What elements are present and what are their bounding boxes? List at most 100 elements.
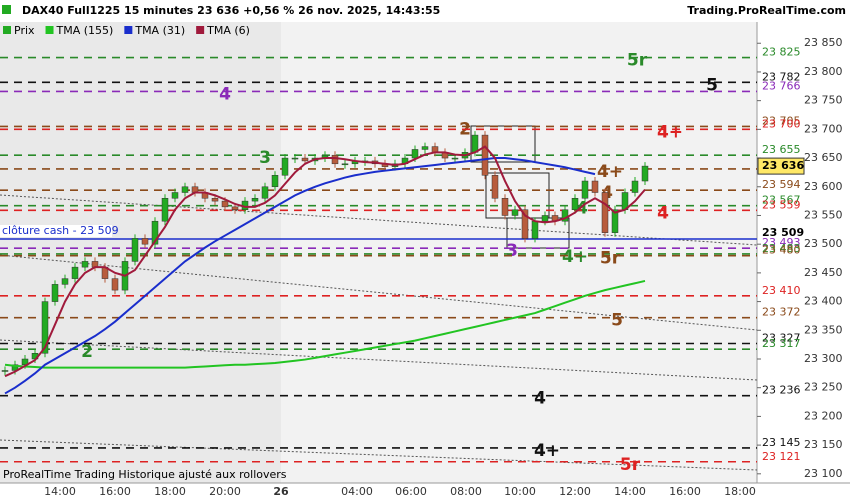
level-tag: 5r — [620, 455, 641, 475]
level-label: 23 655 — [762, 143, 801, 156]
level-label: 23 567 — [762, 194, 801, 207]
level-tag: 4 — [534, 389, 546, 409]
candle — [151, 220, 159, 245]
candle — [591, 180, 599, 193]
x-tick-label: 26 — [273, 485, 289, 498]
y-tick-label: 23 550 — [804, 208, 843, 221]
level-tag: 5r — [600, 249, 621, 269]
candle — [411, 149, 419, 159]
previous-session — [0, 22, 281, 483]
candle — [71, 266, 79, 279]
candle — [211, 197, 219, 202]
trendline — [0, 194, 758, 246]
x-tick-label: 16:00 — [99, 485, 131, 498]
y-tick-label: 23 350 — [804, 323, 843, 336]
footer: ProRealTime Trading Historique ajusté au… — [3, 468, 287, 481]
candle — [291, 157, 299, 160]
legend-swatch — [124, 26, 133, 34]
candle — [631, 180, 639, 193]
candle — [141, 238, 149, 245]
level-label: 23 327 — [762, 331, 801, 344]
cash-label-bg — [0, 225, 112, 238]
candle — [131, 238, 139, 262]
source: Trading.ProRealTime.com — [687, 4, 846, 17]
legend-swatch — [3, 26, 11, 34]
candle — [471, 134, 479, 153]
level-label: 23 559 — [762, 198, 801, 211]
x-tick-label: 10:00 — [504, 485, 536, 498]
legend-swatch — [45, 26, 54, 34]
ma-line — [4, 145, 646, 378]
candle — [521, 209, 529, 239]
legend-label: Prix — [14, 24, 35, 37]
legend-label: TMA (6) — [206, 24, 250, 37]
candle — [231, 206, 239, 210]
legend-label: TMA (31) — [134, 24, 185, 37]
candle — [281, 157, 289, 176]
last-price-box — [757, 157, 805, 175]
candle — [331, 154, 339, 165]
candle — [271, 175, 279, 188]
y-tick-label: 23 200 — [804, 409, 843, 422]
level-tag: 4+ — [534, 441, 560, 461]
candle — [41, 301, 49, 354]
ma-line — [4, 157, 596, 395]
level-label: 23 480 — [762, 244, 801, 257]
candle — [61, 278, 69, 285]
cash-close-text: clôture cash - 23 509 — [2, 224, 119, 237]
x-tick-label: 14:00 — [44, 485, 76, 498]
y-tick-label: 23 650 — [804, 151, 843, 164]
level-tag: 4+ — [597, 162, 623, 182]
level-tag: 4 — [657, 203, 669, 223]
level-tag: 4+ — [657, 122, 683, 142]
level-label: 23 236 — [762, 384, 801, 397]
level-tag: 4+ — [562, 247, 588, 267]
level-label: 23 594 — [762, 178, 801, 191]
candle — [111, 278, 119, 291]
level-label: 23 317 — [762, 337, 801, 350]
candle — [571, 197, 579, 210]
level-tag: 5r — [627, 51, 648, 71]
level-tag: 3 — [259, 148, 271, 168]
x-tick-label: 18:00 — [154, 485, 186, 498]
legend-swatch — [196, 26, 205, 34]
candle — [541, 215, 549, 222]
candle — [161, 197, 169, 222]
x-tick-label: 12:00 — [559, 485, 591, 498]
candle — [581, 180, 589, 199]
level-label: 23 483 — [762, 242, 801, 255]
y-tick-label: 23 250 — [804, 381, 843, 394]
level-label: 23 410 — [762, 284, 801, 297]
level-label: 23 766 — [762, 79, 801, 92]
candle — [341, 163, 349, 166]
candle — [251, 197, 259, 202]
candle — [181, 186, 189, 193]
candle — [491, 175, 499, 199]
candle — [261, 186, 269, 199]
x-tick-label: 18:00 — [724, 485, 756, 498]
y-tick-label: 23 800 — [804, 65, 843, 78]
cash-close-label: 23 509 — [762, 226, 804, 239]
level-label: 23 145 — [762, 436, 801, 449]
x-tick-label: 08:00 — [450, 485, 482, 498]
level-label: 23 493 — [762, 236, 801, 249]
level-label: 23 705 — [762, 114, 801, 127]
y-tick-label: 23 450 — [804, 266, 843, 279]
current-session — [281, 22, 757, 483]
legend-label: TMA (155) — [56, 24, 114, 37]
candle — [301, 157, 309, 162]
candle — [601, 192, 609, 233]
level-tag: 3 — [506, 241, 518, 261]
candle — [511, 209, 519, 216]
x-tick-label: 14:00 — [614, 485, 646, 498]
candle — [531, 220, 539, 239]
candle — [51, 284, 59, 302]
level-label: 23 782 — [762, 70, 801, 83]
level-label: 23 121 — [762, 450, 801, 463]
chart-title: DAX40 Full1225 15 minutes 23 636 +0,56 %… — [22, 4, 440, 17]
y-tick-label: 23 750 — [804, 94, 843, 107]
header-bg — [0, 0, 850, 20]
candle — [501, 197, 509, 216]
legend: Prix TMA (155) TMA (31) TMA (6) — [3, 24, 250, 37]
